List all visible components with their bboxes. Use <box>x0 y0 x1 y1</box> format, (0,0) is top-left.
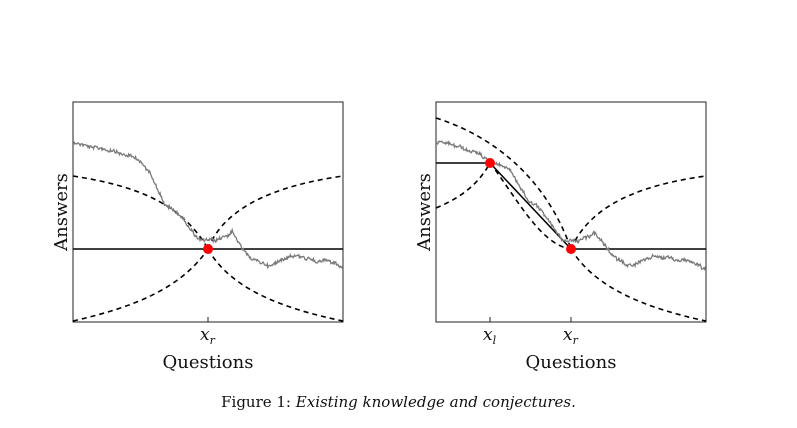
left-random-walk <box>73 141 344 270</box>
right-tick-label-xr: xr <box>563 325 579 347</box>
right-y-axis-label: Answers <box>414 173 435 252</box>
figure-caption: Figure 1: Existing knowledge and conject… <box>0 393 797 411</box>
left-x-axis-label: Questions <box>163 352 254 373</box>
right-lower-left-curve <box>435 162 491 209</box>
right-top-curve <box>435 117 572 250</box>
right-middle-curve <box>489 162 572 250</box>
panel-left-frame <box>72 101 344 323</box>
right-x-axis-label: Questions <box>526 352 617 373</box>
right-random-walk <box>436 140 706 271</box>
left-right-lower-curve <box>207 248 344 322</box>
panel-right-frame <box>435 101 707 323</box>
panel-right: xl xr Questions Answers <box>414 101 707 373</box>
right-point-xr <box>566 244 576 254</box>
left-lower-bound-curve <box>72 248 209 322</box>
right-lower-right-curve <box>570 248 707 322</box>
left-y-axis-label: Answers <box>51 173 72 252</box>
right-piecewise-line <box>436 162 706 250</box>
caption-text: Existing knowledge and conjectures. <box>295 393 576 411</box>
caption-label: Figure 1: <box>221 393 291 411</box>
left-point-xr <box>203 244 213 254</box>
left-right-upper-curve <box>207 175 344 250</box>
right-upper-right-curve <box>570 175 707 250</box>
left-tick-label-xr: xr <box>200 325 216 347</box>
right-tick-label-xl: xl <box>483 325 497 347</box>
panel-left: xr Questions Answers <box>51 101 344 373</box>
right-point-xl <box>485 158 495 168</box>
left-upper-bound-curve <box>72 175 209 250</box>
